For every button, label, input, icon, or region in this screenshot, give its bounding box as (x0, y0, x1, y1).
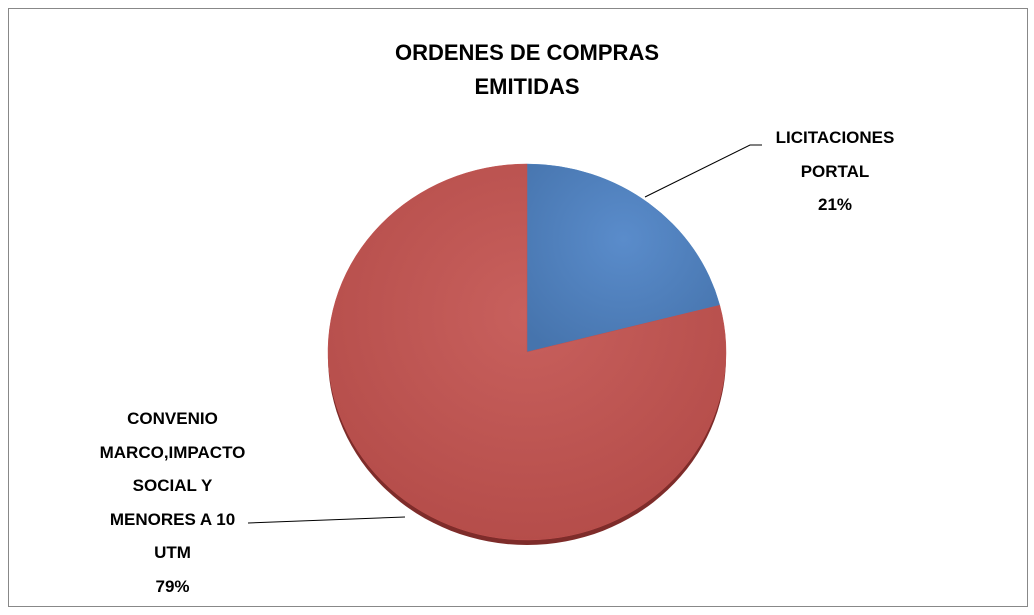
slice-label: LICITACIONES PORTAL 21% (760, 121, 910, 222)
value-label: 21% (817, 195, 853, 214)
category-label: LICITACIONES PORTAL (775, 128, 895, 181)
pie-slice (526, 163, 721, 353)
pie-slice (327, 163, 727, 541)
chart-title: ORDENES DE COMPRAS EMITIDAS (394, 40, 660, 99)
category-label: CONVENIO MARCO,IMPACTO SOCIAL Y MENORES … (99, 409, 246, 562)
leader-line (247, 516, 406, 524)
value-label: 79% (155, 576, 190, 596)
slice-label: CONVENIO MARCO,IMPACTO SOCIAL Y MENORES … (95, 402, 250, 603)
leader-line (644, 144, 762, 198)
